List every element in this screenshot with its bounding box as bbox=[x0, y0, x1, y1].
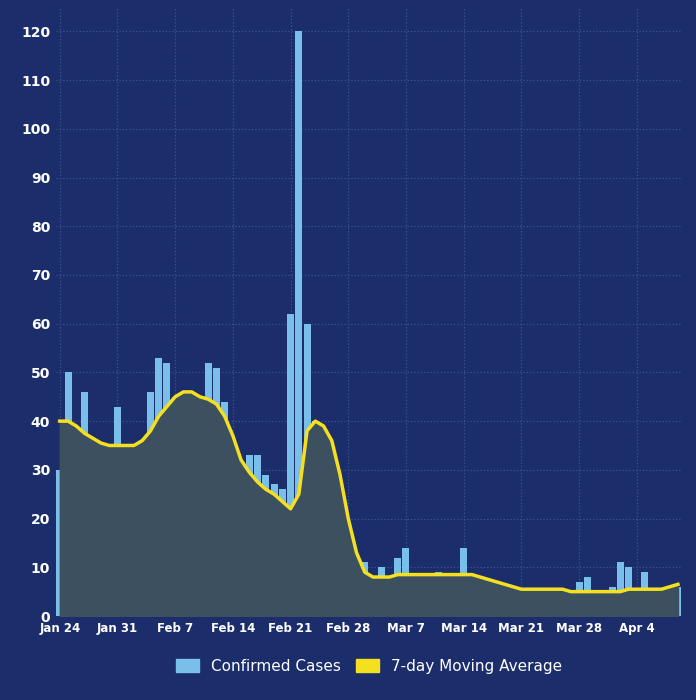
Legend: Confirmed Cases, 7-day Moving Average: Confirmed Cases, 7-day Moving Average bbox=[171, 654, 567, 678]
Bar bbox=[443, 582, 451, 616]
Bar bbox=[633, 601, 640, 616]
Bar bbox=[246, 455, 253, 616]
Bar bbox=[106, 509, 113, 616]
Bar bbox=[518, 596, 525, 616]
Bar bbox=[271, 484, 278, 616]
Bar bbox=[312, 421, 319, 616]
Bar bbox=[477, 592, 484, 616]
Bar bbox=[427, 577, 434, 616]
Bar bbox=[147, 392, 154, 616]
Bar bbox=[237, 533, 244, 616]
Bar bbox=[73, 509, 80, 616]
Bar bbox=[485, 582, 492, 616]
Bar bbox=[345, 543, 351, 616]
Bar bbox=[543, 606, 550, 616]
Bar bbox=[320, 494, 327, 616]
Bar bbox=[97, 480, 104, 616]
Bar bbox=[501, 596, 508, 616]
Bar bbox=[642, 572, 649, 616]
Bar bbox=[329, 543, 335, 616]
Bar bbox=[114, 407, 121, 616]
Bar bbox=[567, 606, 574, 616]
Bar bbox=[452, 587, 459, 616]
Bar bbox=[65, 372, 72, 616]
Bar bbox=[213, 368, 220, 616]
Bar bbox=[551, 601, 557, 616]
Bar bbox=[576, 582, 583, 616]
Bar bbox=[617, 562, 624, 616]
Bar bbox=[196, 407, 203, 616]
Bar bbox=[230, 489, 237, 616]
Bar bbox=[509, 601, 516, 616]
Bar bbox=[608, 587, 615, 616]
Bar bbox=[658, 596, 665, 616]
Bar bbox=[205, 363, 212, 616]
Bar bbox=[155, 358, 162, 616]
Bar bbox=[460, 548, 467, 616]
Bar bbox=[89, 445, 96, 616]
Bar bbox=[411, 592, 418, 616]
Bar bbox=[361, 562, 368, 616]
Bar bbox=[468, 577, 475, 616]
Bar bbox=[130, 484, 138, 616]
Bar bbox=[592, 596, 599, 616]
Bar bbox=[56, 470, 63, 616]
Bar bbox=[353, 557, 360, 616]
Bar bbox=[254, 455, 261, 616]
Bar bbox=[584, 577, 591, 616]
Bar bbox=[493, 592, 500, 616]
Bar bbox=[262, 475, 269, 616]
Bar bbox=[180, 445, 187, 616]
Bar bbox=[402, 548, 409, 616]
Bar bbox=[559, 596, 566, 616]
Bar bbox=[535, 601, 541, 616]
Bar bbox=[666, 592, 673, 616]
Bar bbox=[279, 489, 286, 616]
Bar bbox=[295, 32, 302, 616]
Bar bbox=[526, 592, 533, 616]
Bar bbox=[394, 557, 401, 616]
Bar bbox=[674, 587, 681, 616]
Bar bbox=[164, 363, 171, 616]
Bar bbox=[172, 397, 179, 616]
Bar bbox=[139, 445, 145, 616]
Bar bbox=[650, 592, 657, 616]
Bar bbox=[221, 402, 228, 616]
Bar bbox=[378, 567, 385, 616]
Bar bbox=[600, 592, 608, 616]
Bar bbox=[370, 577, 377, 616]
Bar bbox=[287, 314, 294, 616]
Bar bbox=[436, 572, 443, 616]
Bar bbox=[419, 582, 426, 616]
Bar bbox=[188, 533, 195, 616]
Bar bbox=[625, 567, 632, 616]
Bar bbox=[337, 509, 344, 616]
Bar bbox=[122, 450, 129, 616]
Bar bbox=[303, 323, 310, 616]
Bar bbox=[81, 392, 88, 616]
